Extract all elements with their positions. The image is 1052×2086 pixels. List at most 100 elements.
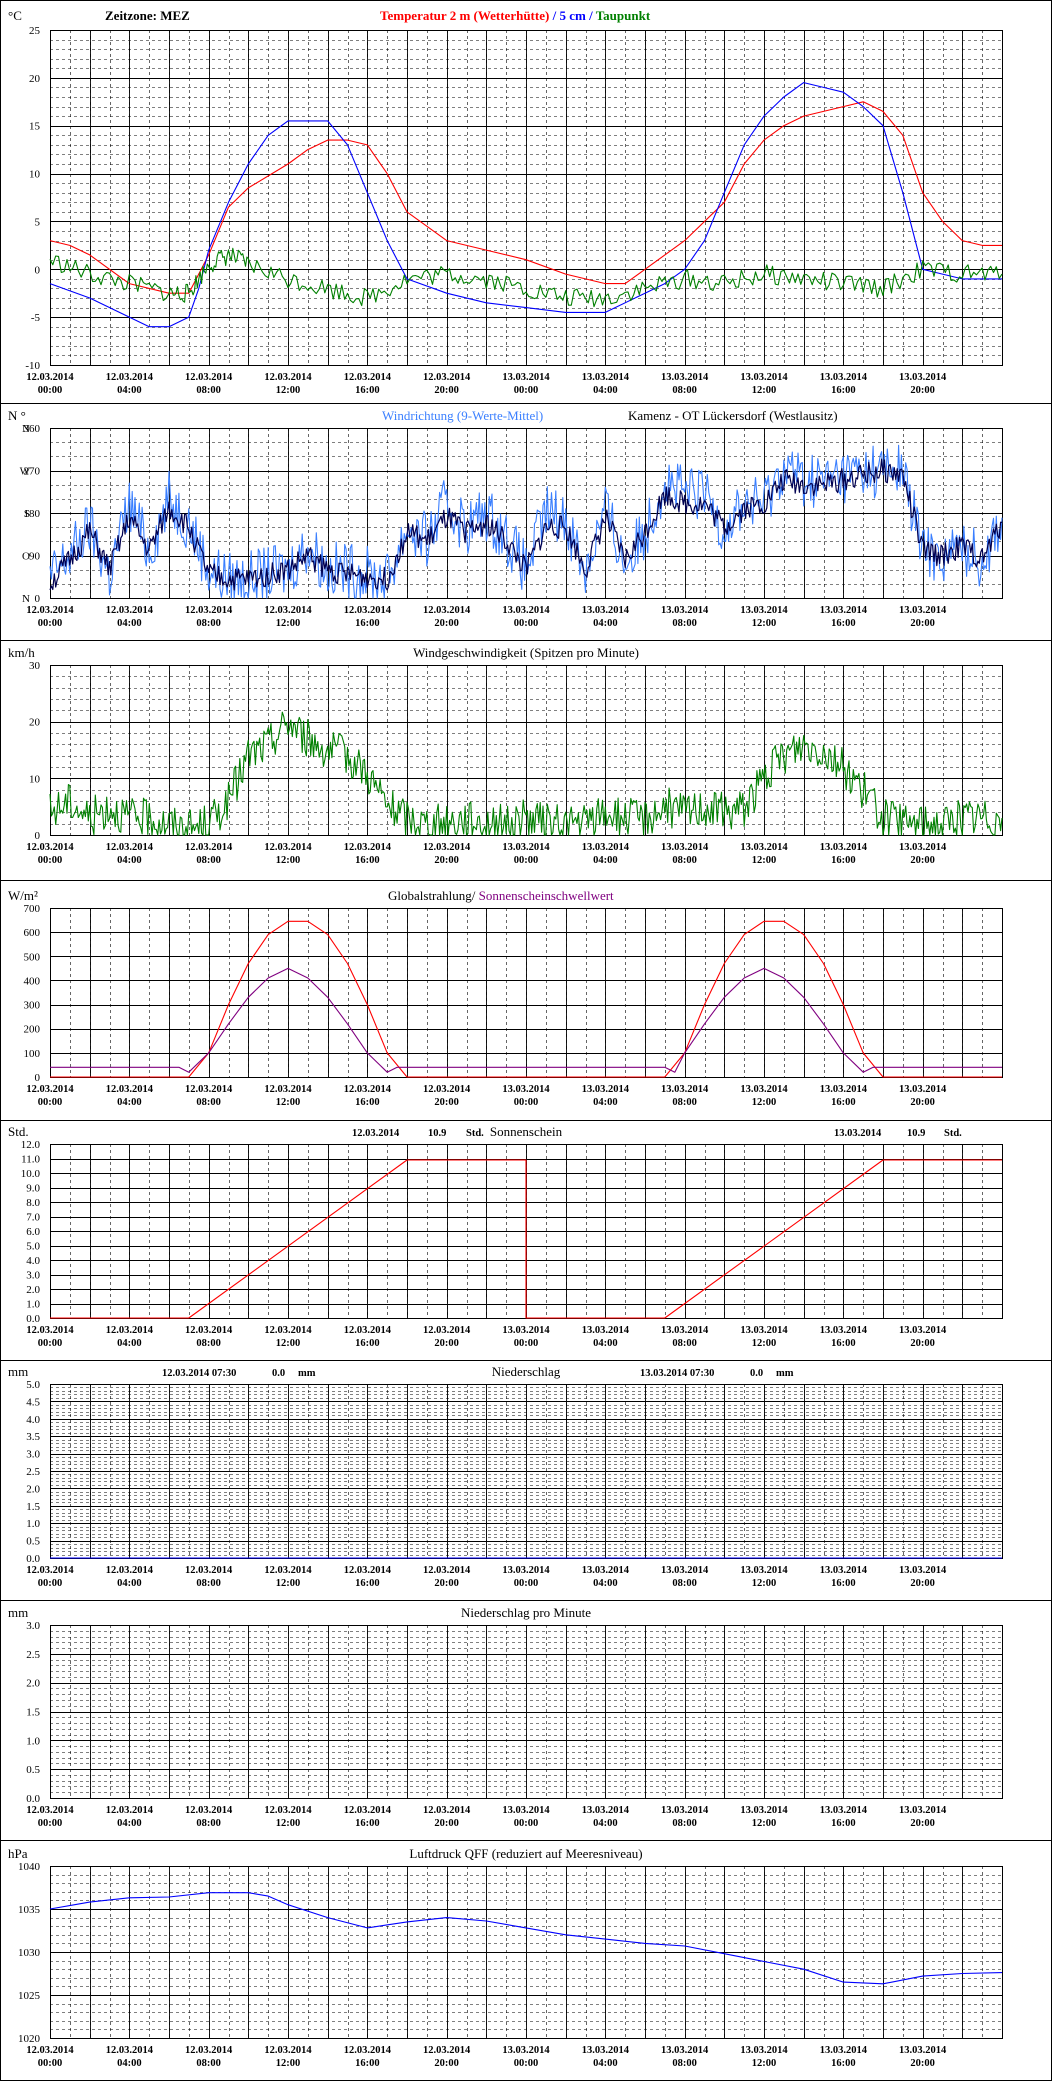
compass-label: O bbox=[22, 551, 30, 563]
y-tick-label: 2.0 bbox=[26, 1483, 40, 1495]
x-tick-time: 04:00 bbox=[117, 855, 142, 866]
series-line bbox=[49, 1892, 1003, 1985]
x-tick-date: 12.03.2014 bbox=[106, 1805, 154, 1816]
y-tick-label: 0.0 bbox=[26, 1313, 40, 1325]
x-tick-date: 13.03.2014 bbox=[582, 1805, 630, 1816]
x-tick-date: 12.03.2014 bbox=[344, 372, 392, 383]
y-tick-label: 0.0 bbox=[26, 1553, 40, 1565]
y-tick-label: 0.5 bbox=[26, 1536, 40, 1548]
y-tick-label: 9.0 bbox=[26, 1183, 40, 1195]
x-tick-time: 04:00 bbox=[117, 618, 142, 629]
series-line bbox=[49, 82, 1002, 328]
series-line bbox=[49, 101, 1002, 294]
x-tick-time: 08:00 bbox=[672, 1578, 697, 1589]
y-tick-label: 0 bbox=[35, 1072, 41, 1084]
title-part: Temperatur 2 m (Wetterhütte) bbox=[380, 8, 549, 23]
title-part: 5 cm bbox=[559, 8, 586, 23]
x-tick-date: 12.03.2014 bbox=[106, 842, 154, 853]
x-tick-time: 08:00 bbox=[672, 2058, 697, 2069]
x-tick-date: 12.03.2014 bbox=[344, 1565, 392, 1576]
x-tick-date: 13.03.2014 bbox=[740, 1325, 788, 1336]
plot-frame bbox=[50, 428, 1003, 599]
x-tick-time: 16:00 bbox=[831, 1818, 856, 1829]
x-tick-date: 12.03.2014 bbox=[106, 2045, 154, 2056]
x-tick-date: 12.03.2014 bbox=[423, 2045, 471, 2056]
y-tick-label: 4.5 bbox=[26, 1396, 40, 1408]
annotation-date: 12.03.2014 07:30 bbox=[162, 1368, 236, 1379]
x-tick-time: 00:00 bbox=[38, 618, 63, 629]
station-name: Kamenz - OT Lückersdorf (Westlausitz) bbox=[628, 408, 838, 423]
x-tick-date: 13.03.2014 bbox=[582, 372, 630, 383]
y-tick-label: 0.5 bbox=[26, 1764, 40, 1776]
x-tick-date: 12.03.2014 bbox=[26, 1084, 74, 1095]
x-tick-time: 20:00 bbox=[434, 1818, 459, 1829]
axis-unit: mm bbox=[8, 1364, 28, 1379]
x-tick-date: 13.03.2014 bbox=[820, 1084, 868, 1095]
x-tick-date: 12.03.2014 bbox=[185, 842, 233, 853]
compass-label: S bbox=[24, 508, 30, 520]
x-tick-date: 12.03.2014 bbox=[106, 1325, 154, 1336]
x-tick-date: 13.03.2014 bbox=[582, 605, 630, 616]
x-tick-date: 12.03.2014 bbox=[185, 1325, 233, 1336]
x-tick-time: 12:00 bbox=[276, 385, 301, 396]
y-tick-label: 1040 bbox=[18, 1861, 41, 1873]
x-tick-time: 20:00 bbox=[910, 855, 935, 866]
annotation-unit: mm bbox=[776, 1368, 794, 1379]
title-part: / bbox=[586, 8, 596, 23]
x-tick-date: 13.03.2014 bbox=[661, 1805, 709, 1816]
x-tick-time: 20:00 bbox=[434, 385, 459, 396]
x-tick-date: 13.03.2014 bbox=[740, 2045, 788, 2056]
x-tick-date: 13.03.2014 bbox=[899, 2045, 947, 2056]
series-line bbox=[49, 247, 1003, 308]
x-tick-date: 12.03.2014 bbox=[423, 605, 471, 616]
chart-title: Niederschlag pro Minute bbox=[461, 1605, 591, 1620]
x-tick-date: 12.03.2014 bbox=[185, 2045, 233, 2056]
x-tick-date: 12.03.2014 bbox=[264, 1805, 312, 1816]
y-tick-label: 1030 bbox=[18, 1947, 41, 1959]
x-tick-date: 12.03.2014 bbox=[26, 2045, 74, 2056]
x-tick-date: 13.03.2014 bbox=[502, 372, 550, 383]
x-tick-date: 13.03.2014 bbox=[661, 1325, 709, 1336]
x-tick-time: 04:00 bbox=[117, 1578, 142, 1589]
x-tick-date: 13.03.2014 bbox=[740, 372, 788, 383]
x-tick-time: 16:00 bbox=[355, 618, 380, 629]
x-tick-time: 08:00 bbox=[196, 385, 221, 396]
x-tick-date: 13.03.2014 bbox=[899, 372, 947, 383]
x-tick-time: 08:00 bbox=[196, 1818, 221, 1829]
y-tick-label: 3.0 bbox=[26, 1620, 40, 1632]
x-tick-time: 04:00 bbox=[593, 2058, 618, 2069]
x-tick-time: 16:00 bbox=[355, 1818, 380, 1829]
x-tick-time: 20:00 bbox=[910, 1818, 935, 1829]
x-tick-date: 12.03.2014 bbox=[106, 605, 154, 616]
y-tick-label: 3.5 bbox=[26, 1431, 40, 1443]
x-tick-time: 12:00 bbox=[276, 1818, 301, 1829]
y-tick-label: 180 bbox=[24, 508, 41, 520]
x-tick-date: 13.03.2014 bbox=[661, 1565, 709, 1576]
y-tick-label: 4.0 bbox=[26, 1414, 40, 1426]
x-tick-date: 13.03.2014 bbox=[899, 1084, 947, 1095]
x-tick-date: 12.03.2014 bbox=[26, 1805, 74, 1816]
x-tick-time: 20:00 bbox=[434, 1338, 459, 1349]
x-tick-date: 13.03.2014 bbox=[820, 1805, 868, 1816]
x-tick-date: 12.03.2014 bbox=[185, 1084, 233, 1095]
x-tick-time: 16:00 bbox=[355, 855, 380, 866]
x-tick-time: 08:00 bbox=[196, 1578, 221, 1589]
y-tick-label: 700 bbox=[24, 903, 41, 915]
x-tick-time: 00:00 bbox=[514, 1818, 539, 1829]
annotation-unit: Std. bbox=[466, 1128, 484, 1139]
x-tick-date: 13.03.2014 bbox=[820, 1325, 868, 1336]
annotation-value: 0.0 bbox=[272, 1368, 285, 1379]
x-tick-date: 12.03.2014 bbox=[264, 2045, 312, 2056]
x-tick-time: 16:00 bbox=[831, 385, 856, 396]
x-tick-time: 04:00 bbox=[593, 1097, 618, 1108]
x-tick-date: 12.03.2014 bbox=[423, 1325, 471, 1336]
y-tick-label: 5 bbox=[35, 216, 41, 228]
axis-unit: km/h bbox=[8, 645, 35, 660]
timezone-label: Zeitzone: MEZ bbox=[105, 8, 190, 23]
x-tick-time: 16:00 bbox=[831, 855, 856, 866]
x-tick-date: 13.03.2014 bbox=[502, 1325, 550, 1336]
x-tick-time: 08:00 bbox=[672, 618, 697, 629]
title-part: / bbox=[549, 8, 559, 23]
